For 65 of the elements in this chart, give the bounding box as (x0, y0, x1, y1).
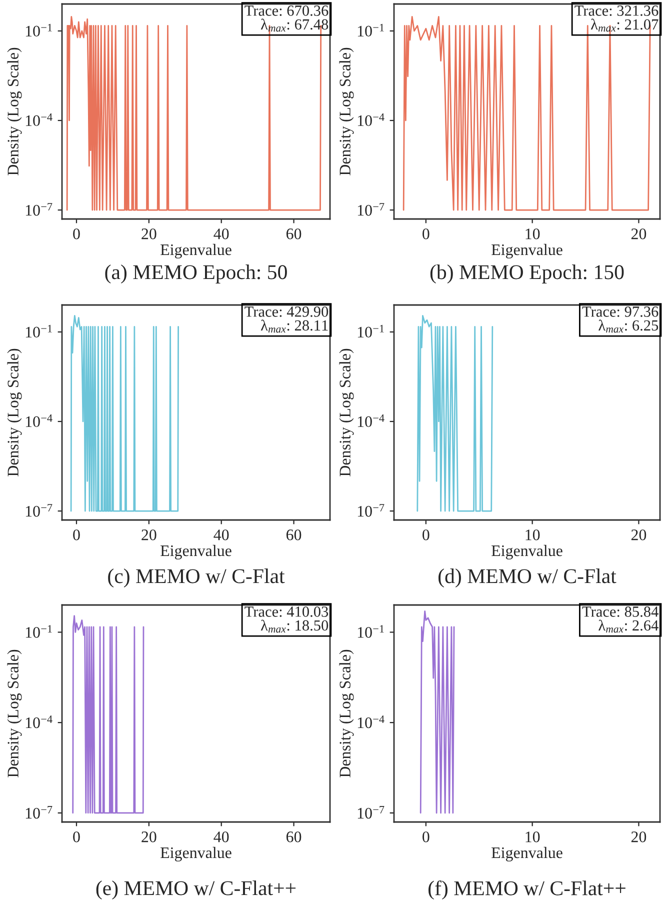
y-tick-label: 10$^{−7}$ (358, 806, 384, 819)
text: (f) MEMO w/ C-Flat++ (428, 880, 626, 900)
y-tick-label: 10$^{−7}$ (26, 203, 52, 216)
text: (e) MEMO w/ C-Flat++ (96, 880, 296, 900)
y-tick-label: 10$^{−4}$ (26, 414, 52, 428)
x-tick-label: 40 (214, 831, 229, 842)
x-axis-title: Eigenvalue (492, 244, 562, 258)
x-tick-label: 10 (526, 529, 540, 540)
y-tick-label: 10$^{−7}$ (358, 203, 384, 216)
x-axis-title: Eigenvalue (160, 846, 232, 862)
x-tick-label: 20 (142, 831, 156, 842)
x-tick-label: 40 (214, 228, 229, 240)
y-tick-label: 10$^{−1}$ (26, 324, 52, 338)
line-series (416, 315, 494, 512)
line-series (70, 315, 179, 512)
y-axis-title: Density (Log Scale) (339, 650, 354, 778)
x-tick-label: 20 (631, 529, 646, 540)
y-tick-label: 10$^{−4}$ (358, 113, 384, 126)
x-axis-title: Eigenvalue (492, 846, 562, 862)
x-tick-label: 60 (286, 831, 302, 842)
x-axis-title: Eigenvalue (160, 544, 232, 560)
x-tick-label: 0 (73, 529, 80, 540)
y-tick-label: 10$^{−7}$ (358, 504, 384, 517)
x-tick-label: 0 (73, 831, 80, 842)
x-tick-label: 10 (526, 228, 540, 240)
x-axis-title: Eigenvalue (492, 544, 562, 560)
y-tick-label: 10$^{−7}$ (26, 806, 52, 819)
text: (c) MEMO w/ C-Flat (108, 568, 285, 588)
line-series (420, 610, 455, 814)
y-tick-label: 10$^{−4}$ (358, 715, 384, 728)
x-tick-label: 40 (214, 529, 229, 540)
annotation: Trace: 410.03 λ$_{max}$: 18.50 (244, 606, 328, 633)
x-tick-label: 20 (631, 228, 646, 240)
y-tick-label: 10$^{−1}$ (26, 625, 52, 638)
x-tick-label: 0 (422, 529, 430, 540)
x-tick-label: 10 (526, 831, 540, 842)
x-tick-label: 60 (286, 529, 302, 540)
text: (d) MEMO w/ C-Flat (438, 568, 616, 588)
y-axis-title: Density (Log Scale) (7, 650, 22, 778)
x-tick-label: 20 (142, 228, 156, 240)
annotation: Trace: 97.36 λ$_{max}$: 6.25 (582, 306, 658, 333)
x-tick-label: 20 (142, 529, 156, 540)
y-axis-title: Density (Log Scale) (7, 48, 22, 176)
annotation: Trace: 429.90 λ$_{max}$: 28.11 (244, 306, 328, 333)
y-tick-label: 10$^{−1}$ (26, 24, 52, 37)
y-axis-title: Density (Log Scale) (339, 48, 354, 176)
annotation: Trace: 85.84 λ$_{max}$: 2.64 (582, 606, 658, 633)
text: (a) MEMO Epoch: 50 (105, 264, 287, 284)
y-tick-label: 10$^{−4}$ (358, 414, 384, 428)
x-axis-title: Eigenvalue (160, 244, 232, 258)
x-tick-label: 20 (631, 831, 646, 842)
y-tick-label: 10$^{−1}$ (358, 24, 384, 37)
y-tick-label: 10$^{−1}$ (358, 324, 384, 338)
line-series (72, 615, 144, 814)
x-tick-label: 0 (422, 228, 430, 240)
y-tick-label: 10$^{−4}$ (26, 113, 52, 126)
y-axis-title: Density (Log Scale) (339, 348, 354, 476)
y-tick-label: 10$^{−1}$ (358, 625, 384, 638)
y-tick-label: 10$^{−4}$ (26, 715, 52, 728)
text: (b) MEMO Epoch: 150 (430, 264, 624, 284)
x-tick-label: 0 (422, 831, 430, 842)
y-tick-label: 10$^{−7}$ (26, 504, 52, 517)
y-axis-title: Density (Log Scale) (7, 348, 22, 476)
x-tick-label: 0 (73, 228, 80, 240)
x-tick-label: 60 (286, 228, 302, 240)
